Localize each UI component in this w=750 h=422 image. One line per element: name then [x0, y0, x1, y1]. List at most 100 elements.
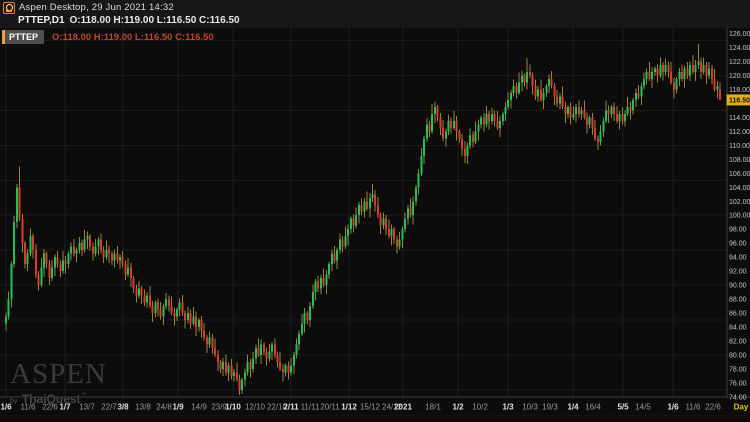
candle [404, 212, 407, 233]
candle [566, 104, 569, 119]
candle [167, 295, 170, 312]
candle [428, 120, 431, 137]
candle [689, 61, 692, 82]
candle [485, 106, 488, 128]
candle [295, 338, 298, 359]
candle [539, 79, 542, 103]
candle [545, 83, 548, 98]
candle [710, 64, 713, 85]
watermark-byline: by ThaiQuest™ [10, 392, 87, 406]
chart-header: Aspen Desktop, 29 Jun 2021 14:32 PTTEP,D… [0, 0, 750, 28]
candle [306, 311, 309, 325]
price-axis-labels: 126.00 124.00 122.00 120.00 118.00 114.00 112.… [729, 31, 750, 401]
candle [325, 269, 328, 295]
candle [241, 377, 244, 395]
candle [330, 249, 333, 272]
candle [157, 298, 160, 317]
candle [507, 92, 510, 110]
candle [420, 148, 423, 177]
candle [322, 268, 325, 288]
candle [148, 285, 151, 309]
candle [626, 97, 629, 116]
time-tick: 18/1 [425, 403, 441, 412]
candle [458, 129, 461, 143]
candle [664, 58, 667, 76]
candle [596, 135, 599, 151]
candle [89, 234, 92, 251]
price-tick: 126.00 [729, 31, 750, 38]
candle [547, 74, 550, 93]
candle [572, 106, 575, 121]
candle [642, 72, 645, 90]
time-tick: 1/4 [567, 403, 579, 412]
candle [298, 330, 301, 351]
candle [680, 64, 683, 82]
candle [271, 341, 274, 360]
candle [374, 190, 377, 212]
time-tick: 15/12 [360, 403, 381, 412]
candle [224, 354, 227, 376]
current-price-tag: 116.50 [726, 94, 750, 106]
price-tick: 76.00 [729, 381, 747, 388]
candle [694, 60, 697, 82]
candle [195, 311, 198, 337]
price-tick: 118.00 [729, 87, 750, 94]
candle [86, 231, 89, 249]
candle [528, 64, 531, 79]
candle [216, 350, 219, 372]
price-tick: 102.00 [729, 199, 750, 206]
tab-pttep[interactable]: PTTEP [2, 30, 45, 44]
candle [249, 359, 252, 378]
candle [265, 347, 268, 366]
candle [235, 362, 238, 382]
candle [51, 259, 54, 281]
candle [181, 294, 184, 316]
candle [686, 62, 689, 79]
candle [176, 307, 179, 321]
candle [637, 85, 640, 100]
candle [67, 251, 70, 269]
candle [675, 76, 678, 94]
candle [347, 224, 350, 246]
time-tick: 1/10 [225, 403, 241, 412]
time-tick: 10/2 [472, 403, 488, 412]
candle [526, 57, 529, 90]
candle [385, 215, 388, 235]
ohlc-readout: O:118.00 H:119.00 L:116.50 C:116.50 [69, 15, 240, 26]
candle [493, 110, 496, 127]
candle [550, 71, 553, 89]
interval-selector-day[interactable]: Day [734, 403, 749, 412]
candle [91, 242, 94, 261]
candle [238, 374, 241, 395]
price-tick: 106.00 [729, 171, 750, 178]
candle [159, 301, 162, 320]
time-tick: 2021 [394, 403, 412, 412]
candle [333, 245, 336, 264]
price-tick: 112.00 [729, 129, 750, 136]
candle [173, 308, 176, 326]
candle [512, 79, 515, 97]
candle [610, 104, 613, 119]
candle [62, 250, 65, 274]
price-tick: 122.00 [729, 59, 750, 66]
candle [501, 111, 504, 126]
time-tick: 1/6 [0, 403, 12, 412]
tab-ohlc-readout: O:118.00 H:119.00 L:116.50 C:116.50 [52, 31, 214, 43]
time-tick: 2/11 [283, 403, 299, 412]
candle [629, 102, 632, 120]
candle [252, 352, 255, 373]
candle [287, 361, 290, 380]
time-tick: 1/9 [172, 403, 184, 412]
price-tick: 78.00 [729, 367, 747, 374]
candle [442, 120, 445, 142]
candle [140, 285, 143, 305]
candle [113, 249, 116, 268]
candle [452, 111, 455, 130]
candle [409, 198, 412, 218]
candle [319, 274, 322, 295]
price-tick: 96.00 [729, 241, 747, 248]
candle [569, 102, 572, 125]
candle [75, 247, 78, 263]
time-tick: 5/5 [617, 403, 629, 412]
